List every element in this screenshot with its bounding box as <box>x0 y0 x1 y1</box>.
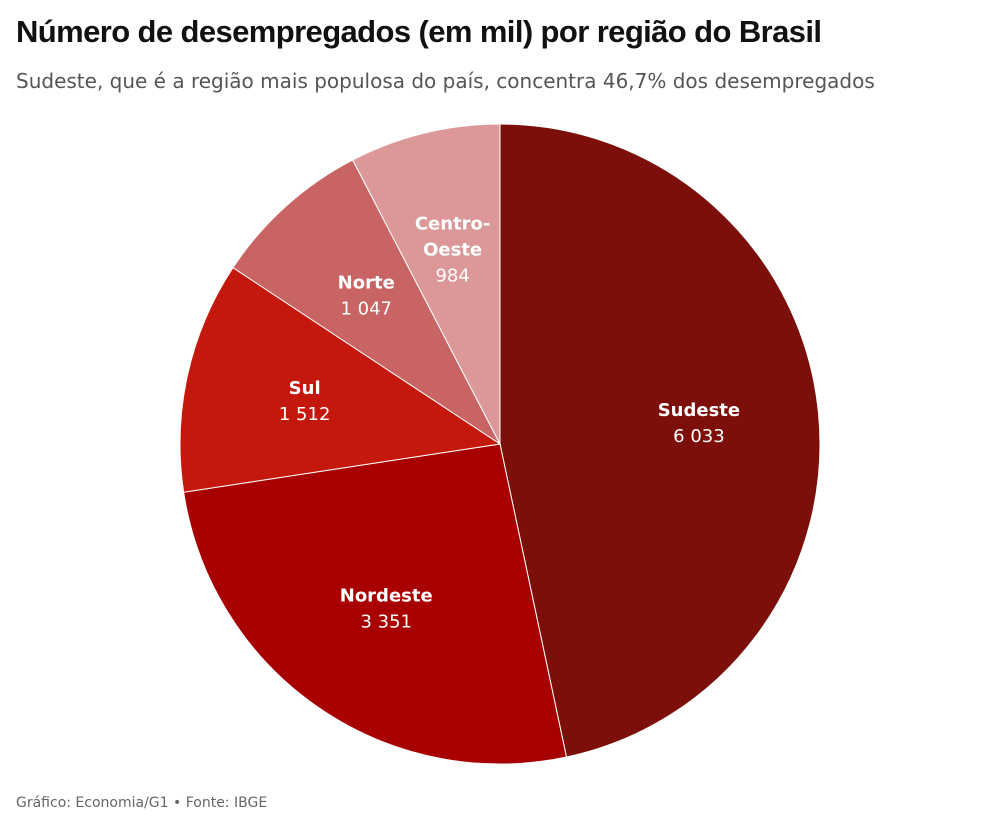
pie-slice-nordeste <box>183 443 568 765</box>
slice-label-centro-oeste-line-1: Centro- <box>415 214 491 235</box>
slice-label-sul: Sul <box>289 378 321 399</box>
pie-slices <box>179 123 821 765</box>
slice-value-nordeste: 3 351 <box>360 611 412 632</box>
pie-slice-norte <box>232 159 502 446</box>
source-credit: Gráfico: Economia/G1 • Fonte: IBGE <box>16 795 268 811</box>
slice-value-norte: 1 047 <box>340 298 392 319</box>
pie-slice-centro-oeste <box>352 123 501 445</box>
pie-slice-sul <box>179 266 502 493</box>
slice-value-sudeste: 6 033 <box>673 426 725 447</box>
slice-label-norte: Norte <box>338 272 395 293</box>
chart-subtitle: Sudeste, que é a região mais populosa do… <box>16 69 875 93</box>
slice-label-centro-oeste-line-2: Oeste <box>423 240 482 261</box>
pie-slice-sudeste <box>499 123 821 758</box>
slice-label-nordeste: Nordeste <box>340 585 433 606</box>
slice-label-sudeste: Sudeste <box>658 400 740 421</box>
chart-title: Número de desempregados (em mil) por reg… <box>16 14 822 49</box>
slice-value-centro-oeste: 984 <box>435 266 469 287</box>
slice-value-sul: 1 512 <box>279 404 331 425</box>
pie-labels: Sudeste 6 033 Nordeste 3 351 Sul 1 512 Norte 1 … <box>279 214 740 633</box>
